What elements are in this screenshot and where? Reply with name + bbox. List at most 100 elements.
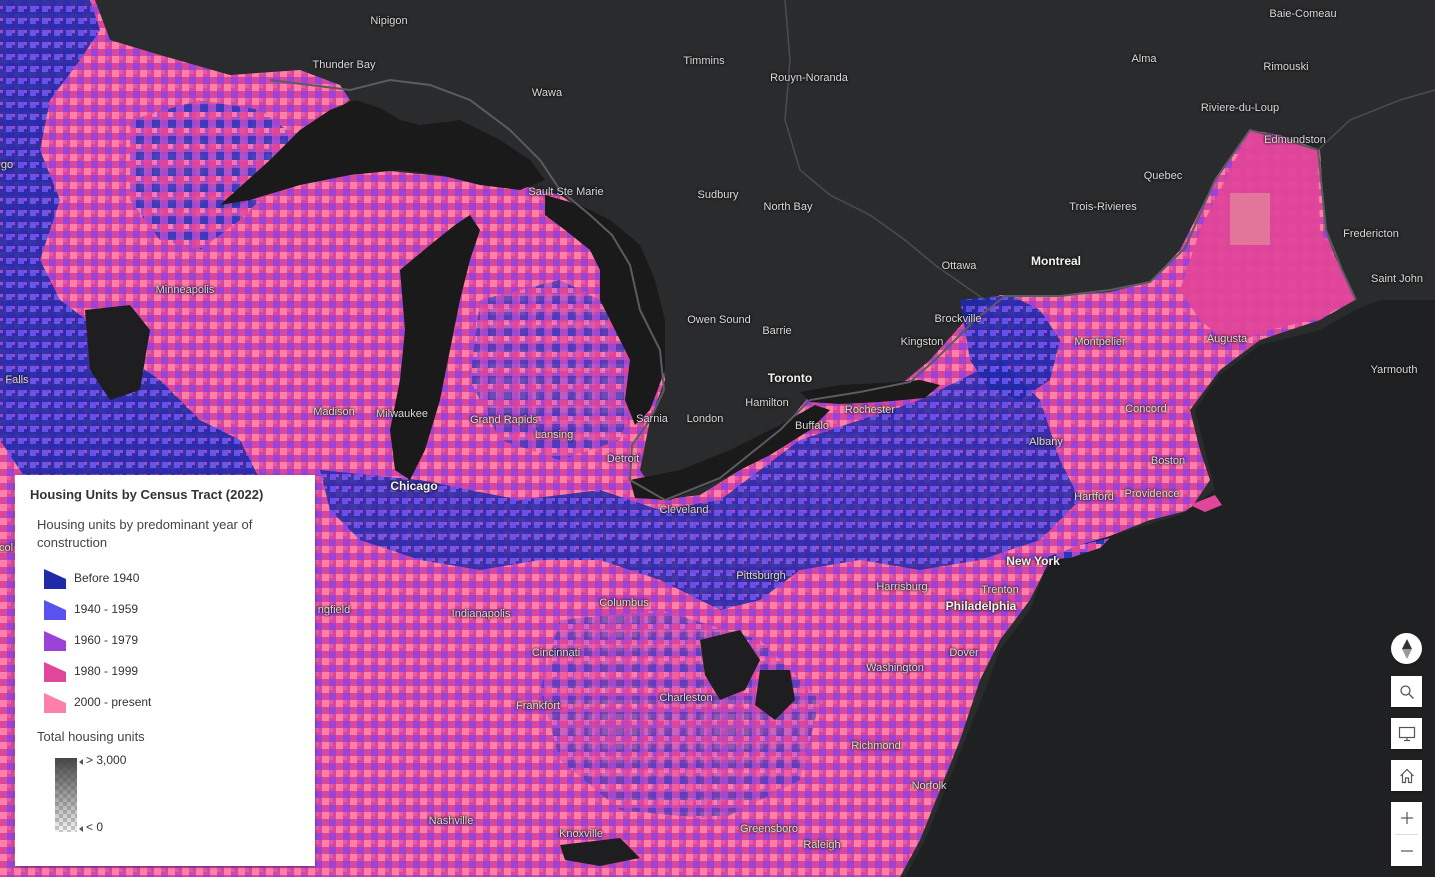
place-label: Edmundston	[1264, 134, 1326, 146]
place-label: North Bay	[763, 201, 813, 213]
place-label: Wawa	[531, 87, 563, 99]
place-label: Nashville	[428, 815, 474, 827]
cape-cod	[1190, 495, 1222, 512]
place-label: Albany	[1029, 436, 1063, 448]
us-tracts-region	[0, 0, 1355, 877]
place-label: Trois-Rivieres	[1069, 201, 1137, 213]
place-label: Pittsburgh	[736, 570, 786, 582]
place-label: Owen Sound	[687, 314, 751, 326]
legend-class-label: 1940 - 1959	[74, 601, 139, 616]
place-label: Cincinnati	[531, 647, 581, 659]
long-island	[1040, 538, 1110, 560]
home-button[interactable]	[1391, 760, 1422, 791]
search-button[interactable]	[1391, 676, 1422, 707]
search-icon	[1399, 684, 1414, 699]
place-label: col	[0, 542, 14, 554]
place-label: Providence	[1124, 488, 1180, 500]
place-label: Kingston	[900, 336, 944, 348]
legend-class-row: 2000 - present	[30, 686, 300, 717]
ontario-quebec-border	[784, 0, 986, 301]
place-label: Detroit	[606, 453, 640, 465]
legend-class-label: 2000 - present	[74, 694, 152, 709]
lake-of-the-ozarks-gap	[85, 305, 150, 400]
place-label: Ottawa	[941, 260, 977, 272]
ramp-max-tick	[79, 759, 83, 765]
place-label: London	[686, 413, 724, 425]
chesapeake-gap	[755, 670, 795, 720]
legend-swatch-1940-1959	[44, 599, 66, 620]
presentation-button[interactable]	[1391, 718, 1422, 749]
opacity-ramp-bar	[55, 758, 77, 832]
atlantic-ocean	[905, 300, 1435, 877]
place-label: Saint John	[1371, 273, 1423, 285]
place-label: go	[0, 159, 14, 171]
legend-class-row: 1980 - 1999	[30, 655, 300, 686]
place-label: Sault Ste Marie	[528, 186, 604, 198]
place-label: Augusta	[1206, 333, 1248, 345]
place-label: Brockville	[934, 313, 982, 325]
ramp-min-tick	[79, 826, 83, 832]
place-label: Frankfort	[515, 700, 561, 712]
place-label: Madison	[313, 406, 355, 418]
place-label: Thunder Bay	[312, 59, 376, 71]
legend-class-row: Before 1940	[30, 562, 300, 593]
place-label: Toronto	[767, 371, 813, 385]
mixed-housing-michigan	[470, 280, 640, 460]
place-label: Rimouski	[1263, 61, 1309, 73]
place-label: Sudbury	[697, 189, 739, 201]
place-label: Montreal	[1030, 254, 1082, 268]
place-label: Trenton	[981, 584, 1019, 596]
place-label: Hartford	[1074, 491, 1114, 503]
zoom-out-button[interactable]	[1391, 835, 1422, 866]
place-label: Sarnia	[636, 413, 668, 425]
place-label: Charleston	[659, 692, 713, 704]
place-label: Indianapolis	[451, 608, 511, 620]
legend-class-label: Before 1940	[74, 570, 140, 585]
place-label: Riviere-du-Loup	[1200, 102, 1280, 114]
place-label: Raleigh	[803, 839, 841, 851]
maine-wilderness-block	[1230, 193, 1270, 245]
old-housing-belt-central	[320, 360, 1080, 610]
compass-icon	[1401, 638, 1412, 659]
place-label: Timmins	[683, 55, 725, 67]
lake-michigan	[390, 215, 480, 480]
smoky-gap	[560, 838, 640, 866]
place-label: Yarmouth	[1370, 364, 1418, 376]
opacity-ramp: > 3,000 < 0	[40, 750, 300, 834]
home-icon	[1399, 768, 1414, 783]
place-label: Buffalo	[794, 420, 830, 432]
us-canada-border	[269, 78, 1357, 502]
place-label: Richmond	[851, 740, 901, 752]
mixed-housing-midwest	[130, 100, 300, 250]
legend-class-row: 1940 - 1959	[30, 593, 300, 624]
old-housing-belt-northeast	[960, 295, 1060, 400]
place-label: Milwaukee	[376, 408, 428, 420]
legend-class-label: 1980 - 1999	[74, 663, 139, 678]
place-label: Philadelphia	[945, 599, 1017, 613]
place-label: Quebec	[1143, 170, 1183, 182]
place-label: Greensboro	[739, 823, 799, 835]
place-label: Rouyn-Noranda	[770, 72, 848, 84]
old-housing-belt-west	[0, 0, 260, 560]
place-label: Boston	[1150, 455, 1186, 467]
place-label: Norfolk	[911, 780, 947, 792]
quebec-nb-border	[1317, 89, 1435, 151]
place-label: Knoxville	[558, 828, 604, 840]
monitor-icon	[1398, 726, 1415, 741]
place-label: Chicago	[390, 479, 438, 493]
lake-huron	[545, 195, 665, 425]
legend-class-list: Before 1940 1940 - 1959 1960 - 1979 1980…	[30, 562, 300, 717]
zoom-in-button[interactable]	[1391, 802, 1422, 833]
place-label: Concord	[1125, 403, 1167, 415]
compass-button[interactable]	[1391, 633, 1422, 664]
place-label: Alma	[1131, 53, 1157, 65]
legend-swatch-1980-1999	[44, 661, 66, 682]
legend-swatch-1960-1979	[44, 630, 66, 651]
place-label: Harrisburg	[876, 581, 928, 593]
place-label: Nipigon	[370, 15, 408, 27]
legend-swatch-before-1940	[44, 568, 66, 589]
plus-icon	[1400, 811, 1413, 824]
place-label: Barrie	[762, 325, 792, 337]
